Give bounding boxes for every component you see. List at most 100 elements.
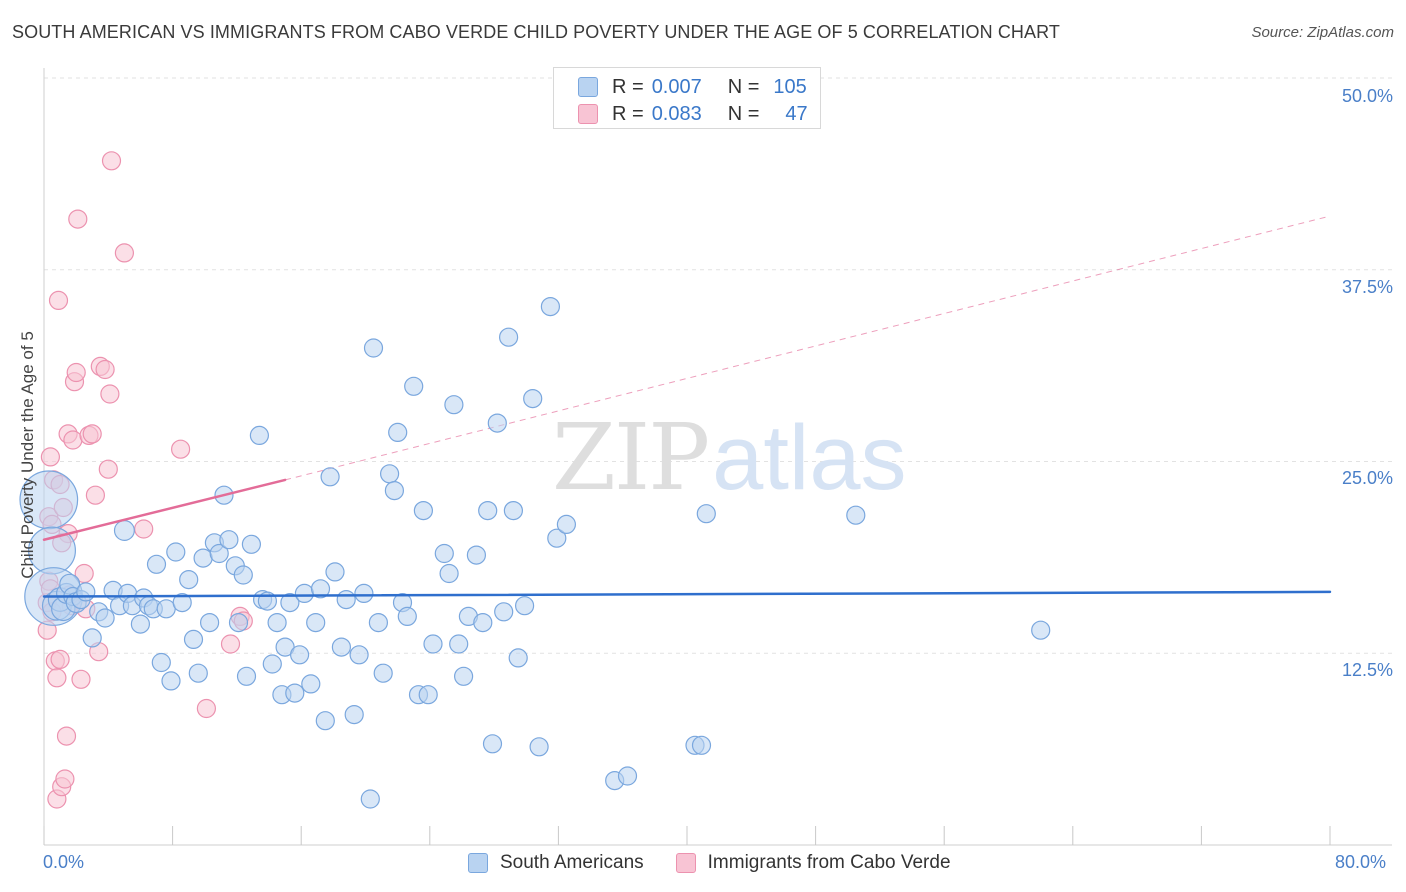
south-american-point: [183, 629, 204, 650]
south-american-point: [200, 612, 220, 633]
x-tick-label-min: 0.0%: [43, 852, 85, 872]
correlation-legend: R = 0.007 N = 105 R = 0.083 N = 47: [553, 67, 821, 129]
south-american-point: [315, 711, 335, 731]
south-american-point: [514, 596, 535, 616]
legend-item-south-americans: South Americans: [468, 852, 644, 874]
south-american-point: [146, 554, 167, 574]
south-american-point: [151, 652, 171, 673]
south-american-point: [179, 569, 199, 590]
n-label: N =: [727, 75, 760, 98]
south-american-point: [499, 327, 519, 347]
south-american-point: [354, 583, 374, 604]
south-american-point: [82, 628, 102, 648]
cabo-verde-point: [40, 447, 61, 467]
south-american-point: [130, 614, 150, 634]
south-american-point: [156, 599, 176, 619]
south-american-point: [344, 704, 364, 725]
series-legend: South Americans Immigrants from Cabo Ver…: [468, 852, 983, 874]
cabo-verde-point: [134, 519, 154, 539]
south-american-point: [482, 734, 503, 754]
south-american-point: [444, 395, 464, 415]
cabo-verde-point: [95, 359, 115, 380]
pink-swatch-icon: [578, 104, 598, 124]
south-american-point: [691, 735, 712, 755]
y-tick-label-50: 50.0%: [1341, 86, 1393, 106]
south-american-point: [280, 592, 300, 613]
south-american-point: [166, 542, 186, 562]
south-american-point: [113, 519, 135, 541]
south-american-point: [209, 543, 229, 564]
south-american-point: [478, 501, 498, 521]
cabo-verde-point: [55, 769, 75, 789]
south-american-point: [233, 565, 253, 585]
south-american-point: [306, 612, 326, 633]
south-american-point: [454, 666, 474, 686]
y-tick-label-37-5: 37.5%: [1341, 277, 1393, 297]
pink-swatch-icon: [675, 853, 696, 873]
south-american-point: [193, 548, 213, 568]
south-american-point: [301, 674, 321, 694]
legend-item-cabo-verde: Immigrants from Cabo Verde: [675, 852, 951, 874]
south-american-point: [219, 530, 239, 550]
cabo-verde-point: [50, 649, 70, 670]
south-american-point: [617, 766, 638, 786]
cabo-verde-point: [171, 439, 191, 459]
south-american-point: [349, 645, 369, 665]
cabo-verde-point: [56, 726, 77, 746]
south-american-point: [373, 663, 393, 683]
cabo-verde-point: [47, 668, 67, 688]
south-american-point: [529, 737, 549, 757]
r-value: 0.007: [651, 75, 702, 98]
south-american-trend-line: [42, 590, 1332, 598]
south-american-point: [368, 612, 388, 633]
south-american-point: [336, 589, 356, 610]
south-american-point: [161, 671, 181, 691]
cabo-verde-trend-extension: [285, 215, 1331, 481]
trend-lines: [42, 478, 1332, 598]
south-american-point: [449, 634, 469, 654]
cabo-verde-point: [196, 698, 216, 719]
south-american-point: [310, 579, 331, 599]
south-american-point: [290, 645, 310, 665]
cabo-verde-point: [48, 290, 69, 310]
south-american-point: [487, 413, 507, 433]
south-american-point: [556, 514, 577, 535]
south-american-point: [76, 582, 96, 602]
south-american-point: [418, 685, 438, 705]
south-american-point: [380, 464, 400, 484]
blue-swatch-icon: [578, 77, 598, 97]
south-american-point: [331, 637, 351, 657]
south-american-point: [188, 663, 208, 683]
r-label: R =: [612, 75, 644, 98]
south-american-point: [172, 592, 192, 613]
south-american-point: [388, 422, 408, 442]
r-value: 0.083: [651, 102, 702, 125]
y-tick-label-25: 25.0%: [1341, 468, 1393, 488]
south-american-point: [267, 612, 287, 633]
south-american-point: [236, 666, 257, 686]
south-american-point: [384, 481, 404, 501]
south-american-point: [95, 608, 115, 628]
x-tick-label-max: 80.0%: [1335, 852, 1387, 872]
south-american-point: [285, 683, 305, 703]
n-label: N =: [727, 102, 760, 125]
south-american-point: [363, 338, 384, 358]
data-points: [19, 151, 1051, 809]
south-american-point: [320, 467, 340, 487]
cabo-verde-point: [68, 209, 88, 229]
cabo-verde-point: [101, 151, 122, 171]
south-american-point: [846, 505, 866, 525]
cabo-verde-point: [114, 243, 135, 263]
south-american-point: [696, 504, 716, 524]
y-tick-label-12-5: 12.5%: [1341, 660, 1393, 680]
south-american-point: [294, 583, 314, 604]
legend-label: South Americans: [500, 852, 644, 873]
cabo-verde-point: [98, 459, 118, 479]
south-american-point: [1031, 620, 1051, 640]
axes: [43, 68, 1392, 846]
south-american-point: [434, 543, 454, 564]
trend-lines-background: [285, 215, 1331, 481]
south-american-point: [241, 534, 261, 554]
source-label: Source: ZipAtlas.com: [1251, 24, 1394, 41]
